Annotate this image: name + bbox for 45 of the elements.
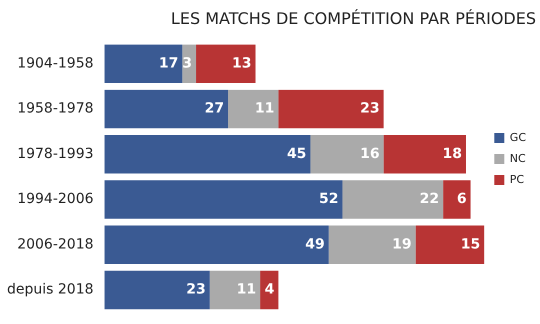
bar xyxy=(278,90,384,128)
y-tick-label: depuis 2018 xyxy=(6,282,94,298)
bar xyxy=(196,44,256,84)
bar xyxy=(384,135,466,174)
bar xyxy=(104,90,228,128)
data-label: 4 xyxy=(264,282,275,298)
data-label: 11 xyxy=(236,282,256,298)
bar xyxy=(104,135,310,174)
bar xyxy=(228,90,278,128)
bar xyxy=(328,226,416,264)
data-label: 16 xyxy=(360,146,380,162)
bar xyxy=(104,44,182,84)
bar xyxy=(104,180,342,219)
chart-title: LES MATCHS DE COMPÉTITION PAR PÉRIODES xyxy=(170,8,536,28)
y-tick-label: 2006-2018 xyxy=(17,236,94,252)
data-label: 3 xyxy=(182,55,192,72)
y-tick-label: 1958-1978 xyxy=(17,100,94,117)
bar xyxy=(260,270,278,310)
data-label: 22 xyxy=(420,191,440,208)
data-label: 11 xyxy=(254,100,274,117)
bar xyxy=(210,270,260,310)
data-label: 13 xyxy=(232,55,252,72)
data-label: 15 xyxy=(460,236,480,252)
data-label: 23 xyxy=(186,282,206,298)
bar xyxy=(104,270,210,310)
data-label: 27 xyxy=(204,100,224,117)
legend-label: PC xyxy=(510,172,524,186)
y-tick-label: 1904-1958 xyxy=(17,55,94,72)
y-tick-label: 1978-1993 xyxy=(17,146,94,162)
bar xyxy=(443,180,471,219)
y-tick-label: 1994-2006 xyxy=(17,191,94,208)
data-label: 17 xyxy=(158,55,178,72)
bar xyxy=(342,180,444,219)
bar xyxy=(416,226,484,264)
data-label: 6 xyxy=(456,191,467,208)
data-label: 18 xyxy=(442,146,462,162)
legend-label: NC xyxy=(510,152,526,165)
data-label: 49 xyxy=(305,236,325,252)
data-label: 19 xyxy=(392,236,412,252)
bar xyxy=(104,226,329,264)
data-label: 45 xyxy=(286,146,306,162)
legend-label: GC xyxy=(510,130,526,144)
data-label: 23 xyxy=(360,100,380,117)
data-label: 52 xyxy=(318,191,338,208)
bar xyxy=(310,135,384,174)
